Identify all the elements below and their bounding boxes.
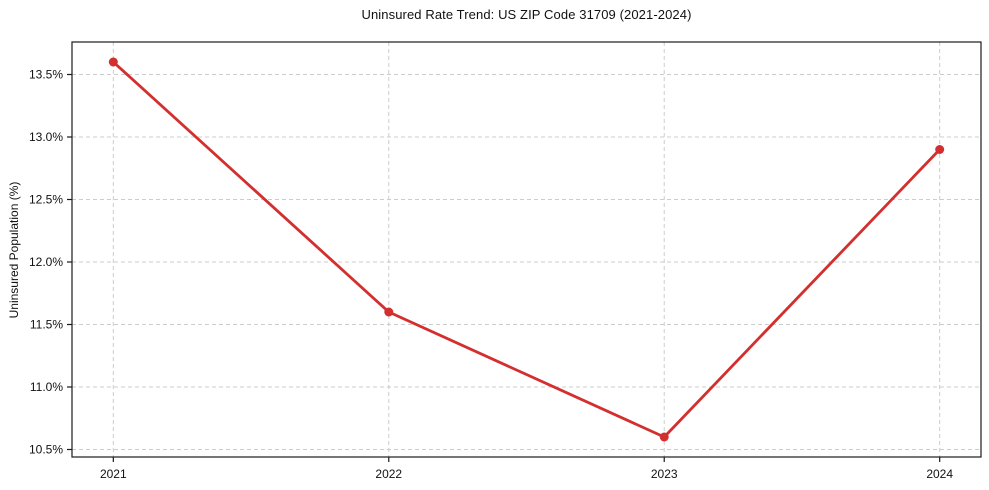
y-tick-label: 11.5% <box>30 318 63 332</box>
y-tick-label: 13.0% <box>29 130 63 144</box>
y-tick-label: 11.0% <box>30 380 63 394</box>
x-tick-label: 2023 <box>651 467 678 481</box>
y-tick-label: 13.5% <box>29 68 63 82</box>
data-point-marker <box>935 145 945 154</box>
plot-border <box>71 41 982 458</box>
trend-line <box>111 60 942 439</box>
x-tick-label: 2024 <box>926 467 953 481</box>
y-tick-label: 10.5% <box>29 443 63 457</box>
y-tick-label: 12.5% <box>29 193 63 207</box>
data-point-marker <box>659 432 669 442</box>
data-point-marker <box>384 307 394 317</box>
x-tick-label: 2022 <box>375 467 402 481</box>
x-tick-label: 2021 <box>100 467 127 481</box>
chart-title: Uninsured Rate Trend: US ZIP Code 31709 … <box>361 7 692 22</box>
y-tick-label: 12.0% <box>29 255 63 269</box>
data-point-marker <box>108 57 118 67</box>
